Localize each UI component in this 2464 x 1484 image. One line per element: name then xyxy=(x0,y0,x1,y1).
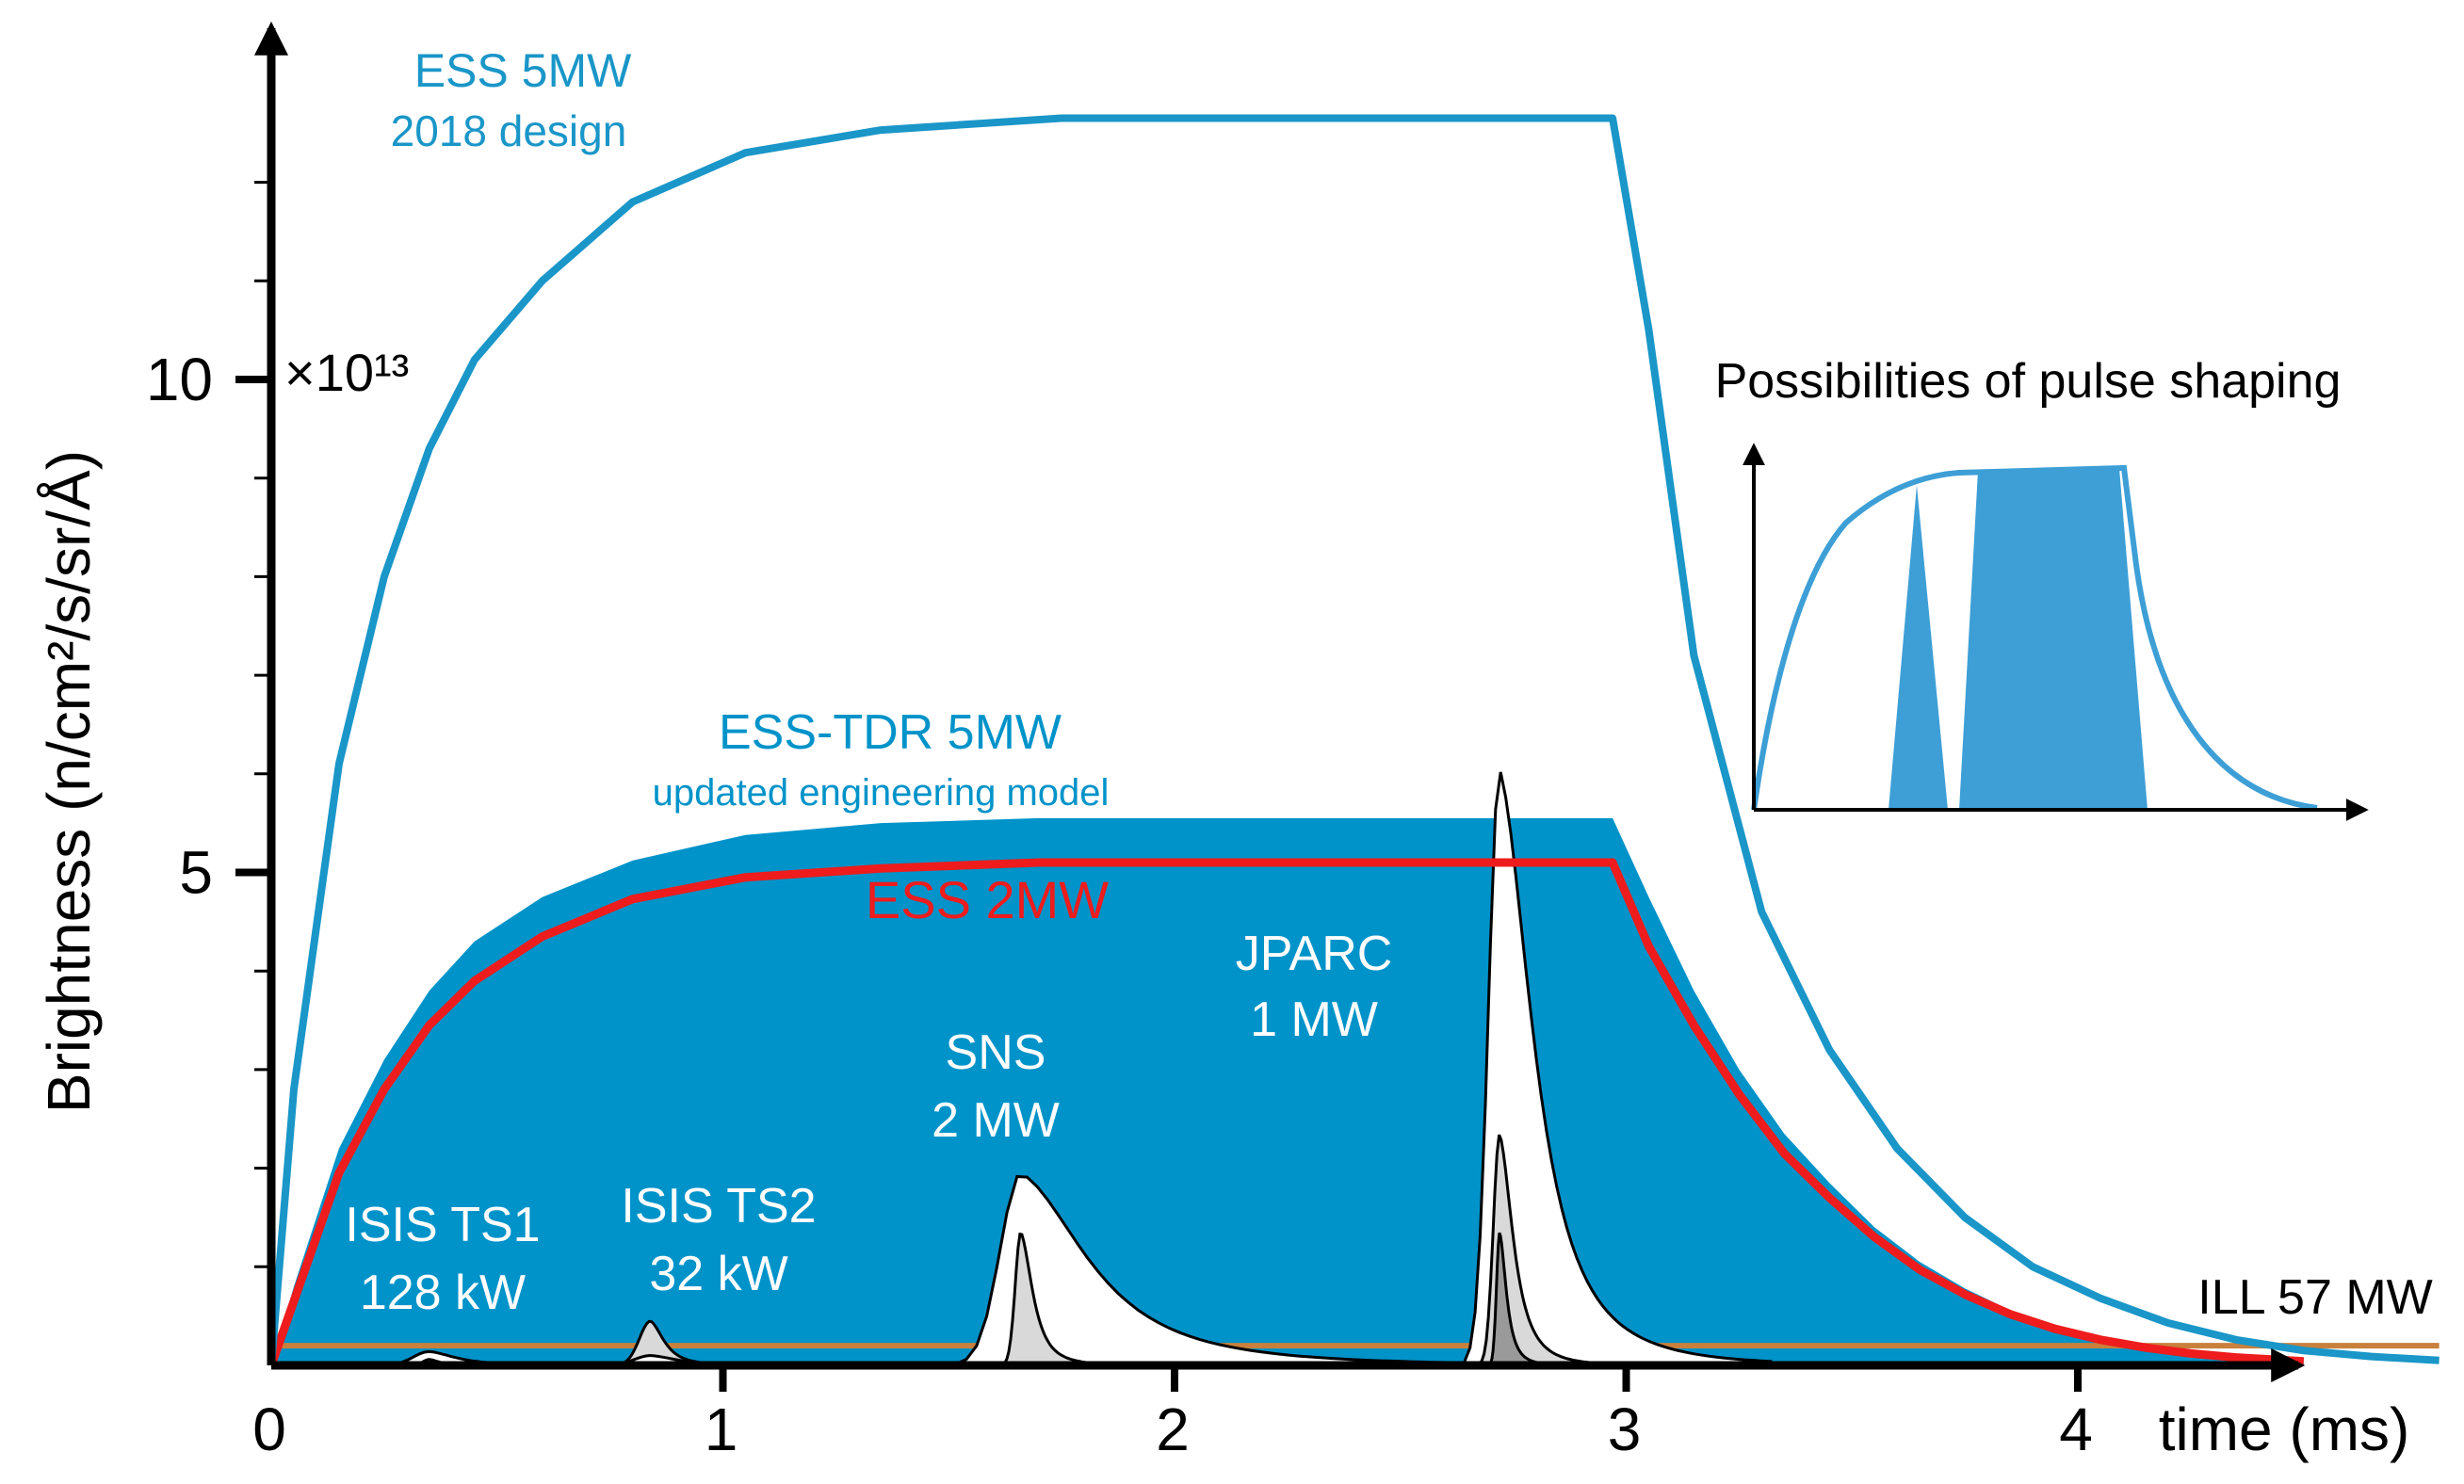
axes: 5 10 0 1 2 3 4 xyxy=(146,21,2306,1463)
inset-pulse-curve xyxy=(1751,464,2318,811)
isis-ts2-power: 32 kW xyxy=(649,1247,787,1301)
x-tick-label: 1 xyxy=(705,1395,738,1463)
y-axis-label: Brightness (n/cm²/s/sr/Å) xyxy=(35,450,103,1113)
ess-5mw-label: ESS 5MW xyxy=(414,44,632,97)
source-labels: ISIS TS1 128 kW ISIS TS2 32 kW SNS 2 MW … xyxy=(345,927,1392,1320)
pulse-shaping-inset: Possibilities of pulse shaping xyxy=(1715,354,2369,821)
x-tick-label: 2 xyxy=(1156,1395,1190,1463)
ess-tdr-label: ESS-TDR 5MW xyxy=(719,705,1062,760)
isis-ts1-power: 128 kW xyxy=(360,1266,526,1320)
x-ticks: 0 1 2 3 4 xyxy=(252,1362,2093,1463)
x-axis-label: time (ms) xyxy=(2159,1395,2410,1463)
x-tick-label: 0 xyxy=(252,1395,286,1463)
jparc-pulse xyxy=(1463,771,1773,1367)
inset-pulse-slice-2 xyxy=(1959,468,2148,810)
sns-label: SNS xyxy=(946,1025,1046,1080)
inset-pulse-slice-1 xyxy=(1889,485,1948,810)
sns-power: 2 MW xyxy=(932,1093,1060,1148)
y-tick-label: 10 xyxy=(146,346,213,413)
ess-5mw-2018-line xyxy=(267,114,2440,1366)
x-tick-label: 4 xyxy=(2059,1395,2093,1463)
ill-label: ILL 57 MW xyxy=(2197,1270,2433,1325)
ess-tdr-5mw-area xyxy=(271,817,2304,1365)
ess-2mw-line xyxy=(267,858,2305,1367)
isis-ts1-label: ISIS TS1 xyxy=(345,1198,540,1252)
y-scale-label: ×10¹³ xyxy=(284,343,409,402)
y-ticks: 5 10 xyxy=(146,181,271,1268)
ess-5mw-label-sub: 2018 design xyxy=(391,106,627,155)
ess-2mw-label: ESS 2MW xyxy=(866,870,1109,929)
isis-ts2-label: ISIS TS2 xyxy=(621,1179,816,1234)
jparc-label: JPARC xyxy=(1236,927,1393,981)
x-tick-label: 3 xyxy=(1608,1395,1642,1463)
series-labels: ESS 5MW 2018 design ESS-TDR 5MW updated … xyxy=(391,44,2433,1325)
inset-title: Possibilities of pulse shaping xyxy=(1715,354,2342,409)
y-tick-label: 5 xyxy=(179,839,213,907)
jparc-power: 1 MW xyxy=(1250,992,1378,1047)
ess-tdr-label-sub: updated engineering model xyxy=(653,772,1110,814)
